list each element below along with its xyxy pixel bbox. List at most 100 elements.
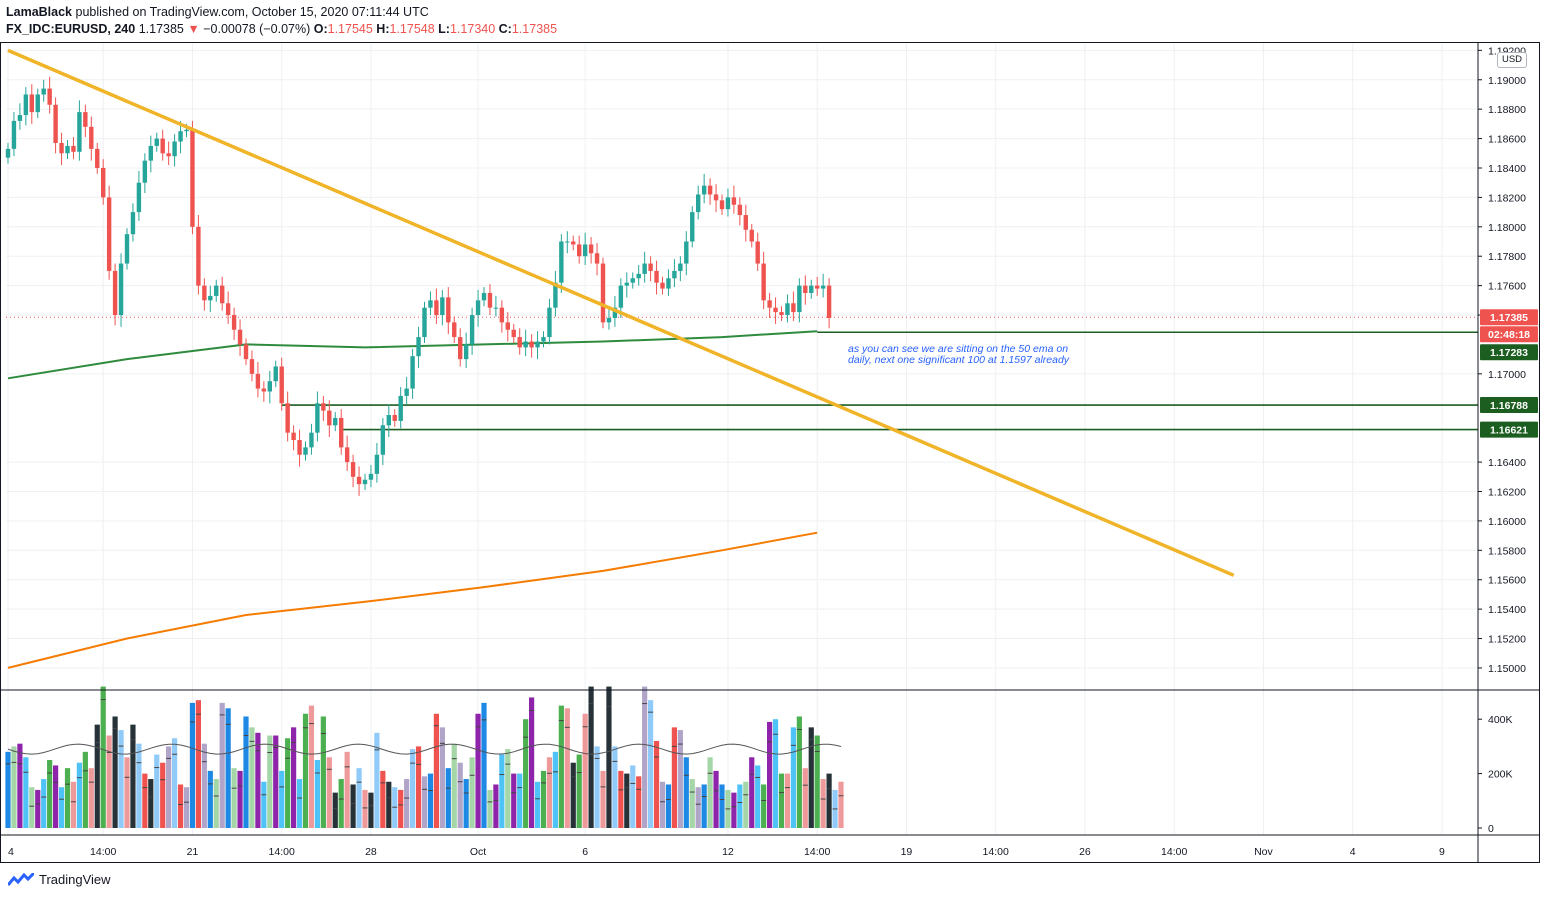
candle-body: [23, 94, 29, 116]
volume-bar: [523, 719, 529, 828]
annotation-line-2[interactable]: daily, next one significant 100 at 1.159…: [848, 354, 1070, 366]
candle-body: [779, 312, 784, 316]
candle-body: [725, 197, 731, 210]
candle-body: [95, 148, 100, 168]
high-value: 1.17548: [389, 22, 435, 36]
volume-bar: [606, 686, 612, 828]
volume-bar: [713, 770, 719, 828]
volume-bar: [505, 749, 511, 828]
footer: TradingView: [8, 872, 111, 887]
candle-body: [404, 388, 409, 396]
volume-bar: [493, 784, 499, 828]
symbol-label[interactable]: FX_IDC:EURUSD, 240: [6, 22, 136, 36]
time-tick-label: 19: [901, 846, 913, 858]
open-value: 1.17545: [327, 22, 373, 36]
candle-body: [118, 263, 124, 316]
annotation-line-1[interactable]: as you can see we are sitting on the 50 …: [848, 343, 1068, 355]
candle-body: [654, 270, 659, 283]
trendline[interactable]: [7, 48, 1235, 577]
time-axis[interactable]: 4 14:00 21 14:00 28 Oct 6 12 14:00 19 14:00 26 14:00…: [8, 846, 1445, 858]
time-tick-label: 14:00: [1161, 846, 1187, 858]
low-value: 1.17340: [449, 22, 496, 36]
candle-body: [11, 120, 17, 149]
candle-body: [684, 241, 689, 264]
volume-bar: [671, 727, 677, 828]
candle-body: [386, 415, 391, 426]
candle-body: [523, 341, 528, 348]
candle-body: [463, 344, 469, 360]
candle-body: [582, 244, 588, 257]
volume-bar: [784, 773, 791, 828]
candle-body: [279, 366, 284, 404]
volume-bar: [511, 773, 517, 828]
volume-bar: [82, 751, 88, 828]
volume-bar: [160, 762, 166, 828]
candle-body: [362, 479, 368, 485]
volume-bar: [552, 751, 558, 828]
candle-body: [803, 285, 808, 293]
candle-body: [731, 197, 737, 205]
tradingview-logo-icon[interactable]: [8, 872, 34, 887]
volume-bar: [695, 787, 701, 828]
candle-body: [642, 263, 647, 274]
volume-bar: [653, 740, 660, 828]
candle-body: [243, 344, 249, 360]
candle-body: [41, 88, 46, 95]
countdown-label-bg: [1480, 326, 1538, 343]
open-label: O:: [313, 22, 328, 36]
candle-body: [303, 447, 308, 455]
volume-bar: [796, 716, 802, 828]
candle-body: [713, 194, 719, 201]
price-tick-label: 1.16000: [1488, 516, 1526, 528]
volume-bar: [368, 792, 374, 828]
volume-bar: [225, 708, 231, 828]
volume-bar: [386, 781, 392, 828]
volume-bar: [279, 770, 285, 828]
brand-name[interactable]: TradingView: [39, 872, 111, 887]
candle-body: [719, 200, 725, 210]
currency-badge[interactable]: USD: [1497, 52, 1527, 68]
candle-body: [481, 292, 487, 301]
high-label: H:: [376, 22, 390, 36]
volume-bar: [332, 792, 338, 828]
author-name[interactable]: LamaBlack: [6, 5, 73, 19]
volume-bar: [707, 757, 713, 828]
candle-body: [35, 94, 40, 113]
candle-body: [594, 253, 600, 264]
volume-bar: [463, 779, 469, 828]
volume-bar: [677, 730, 683, 828]
volume-bar: [576, 754, 582, 828]
volume-bar: [177, 784, 184, 828]
candle-body: [309, 432, 314, 448]
volume-bar: [374, 732, 380, 828]
volume-bar: [356, 768, 362, 828]
volume-bar: [475, 713, 481, 828]
candle-body: [422, 307, 427, 338]
volume-bar: [731, 792, 737, 828]
candle-body: [136, 182, 142, 213]
candle-body: [666, 278, 671, 289]
volume-bar: [296, 779, 303, 828]
volume-bar: [761, 784, 767, 828]
candle-body: [196, 226, 201, 286]
volume-bar: [778, 773, 785, 828]
volume-bars: [5, 686, 844, 828]
volume-bar: [594, 746, 600, 828]
volume-bar: [814, 735, 820, 828]
candle-body: [267, 381, 272, 392]
volume-bar: [308, 705, 315, 828]
volume-bar: [350, 784, 356, 828]
volume-bar: [600, 770, 606, 828]
price-tick-label: 1.15800: [1488, 545, 1526, 557]
volume-bar: [302, 713, 309, 828]
volume-bar: [142, 773, 148, 828]
price-tick-label: 1.18400: [1488, 163, 1526, 175]
candle-body: [297, 440, 302, 455]
volume-bar: [76, 762, 82, 828]
volume-bar: [11, 746, 17, 828]
volume-bar: [285, 738, 291, 828]
candle-body: [17, 115, 23, 121]
candle-body: [130, 212, 136, 235]
candle-body: [350, 462, 356, 477]
